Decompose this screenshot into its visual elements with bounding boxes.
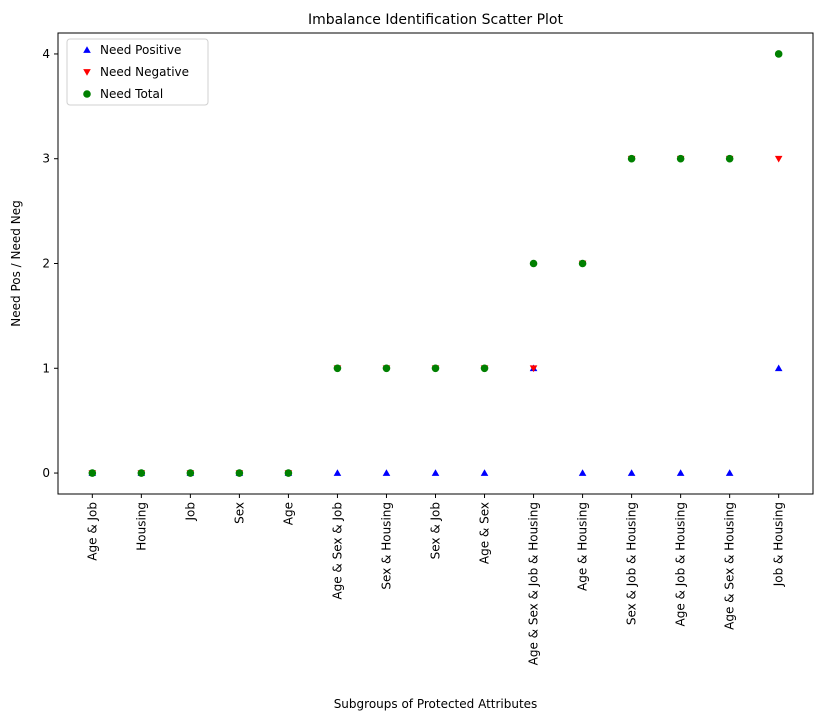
- legend-entry: Need Total: [100, 87, 163, 101]
- chart-title: Imbalance Identification Scatter Plot: [308, 12, 563, 28]
- x-tick-label: Age & Sex: [478, 502, 492, 564]
- need-total-point: [333, 364, 342, 373]
- x-axis: Age & Job Housing Job Sex Age Age & Sex & Job…: [85, 494, 786, 665]
- circle-icon: [83, 90, 91, 98]
- need-total-point: [431, 364, 440, 373]
- x-tick-label: Age & Job & Housing: [674, 502, 688, 626]
- need-positive-point: [431, 469, 440, 476]
- need-total-point: [627, 154, 636, 163]
- need-total-point: [774, 50, 783, 58]
- need-total-point: [235, 469, 244, 477]
- x-tick-label: Job: [183, 502, 197, 522]
- need-total-point: [529, 259, 538, 268]
- x-tick-label: Sex & Job: [429, 502, 443, 559]
- data-points: [88, 50, 783, 477]
- x-tick-label: Sex & Housing: [379, 502, 393, 590]
- need-total-point: [676, 154, 685, 163]
- x-tick-label: Age & Housing: [576, 502, 590, 591]
- x-tick-label: Age & Sex & Housing: [723, 502, 737, 630]
- need-total-point: [382, 364, 391, 373]
- need-total-point: [186, 469, 195, 477]
- y-tick-label: 1: [42, 361, 50, 375]
- need-positive-point: [382, 469, 391, 476]
- x-tick-label: Housing: [134, 502, 148, 551]
- need-positive-point: [578, 469, 587, 476]
- need-negative-point: [774, 155, 783, 163]
- x-tick-label: Age & Sex & Job & Housing: [527, 502, 541, 665]
- y-axis: 0 1 2 3 4: [42, 47, 58, 480]
- triangle-up-icon: [83, 46, 91, 53]
- need-positive-point: [627, 469, 636, 476]
- legend-entry: Need Negative: [100, 65, 189, 79]
- need-negative-point: [529, 365, 538, 373]
- need-positive-point: [480, 469, 489, 476]
- need-positive-point: [333, 469, 342, 476]
- triangle-down-icon: [83, 69, 91, 76]
- need-positive-point: [725, 469, 734, 476]
- need-total-point: [480, 364, 489, 373]
- x-axis-label: Subgroups of Protected Attributes: [334, 697, 538, 711]
- y-tick-label: 4: [42, 47, 50, 61]
- x-tick-label: Sex & Job & Housing: [625, 502, 639, 625]
- need-total-point: [284, 469, 293, 477]
- need-positive-point: [676, 469, 685, 476]
- legend-entry: Need Positive: [100, 43, 181, 57]
- x-tick-label: Age: [281, 502, 295, 525]
- need-total-point: [137, 469, 146, 477]
- x-tick-label: Age & Job: [85, 502, 99, 561]
- need-total-point: [578, 259, 587, 268]
- x-tick-label: Sex: [232, 502, 246, 524]
- need-total-point: [725, 154, 734, 163]
- need-positive-point: [774, 364, 783, 372]
- y-tick-label: 3: [42, 152, 50, 166]
- x-tick-label: Job & Housing: [772, 502, 786, 587]
- x-tick-label: Age & Sex & Job: [330, 502, 344, 600]
- y-axis-label: Need Pos / Need Neg: [9, 200, 23, 326]
- legend-box: [66, 38, 209, 106]
- legend: Need Positive Need Negative Need Total: [66, 38, 209, 106]
- need-total-point: [88, 469, 97, 477]
- y-tick-label: 2: [42, 257, 50, 271]
- y-tick-label: 0: [42, 466, 50, 480]
